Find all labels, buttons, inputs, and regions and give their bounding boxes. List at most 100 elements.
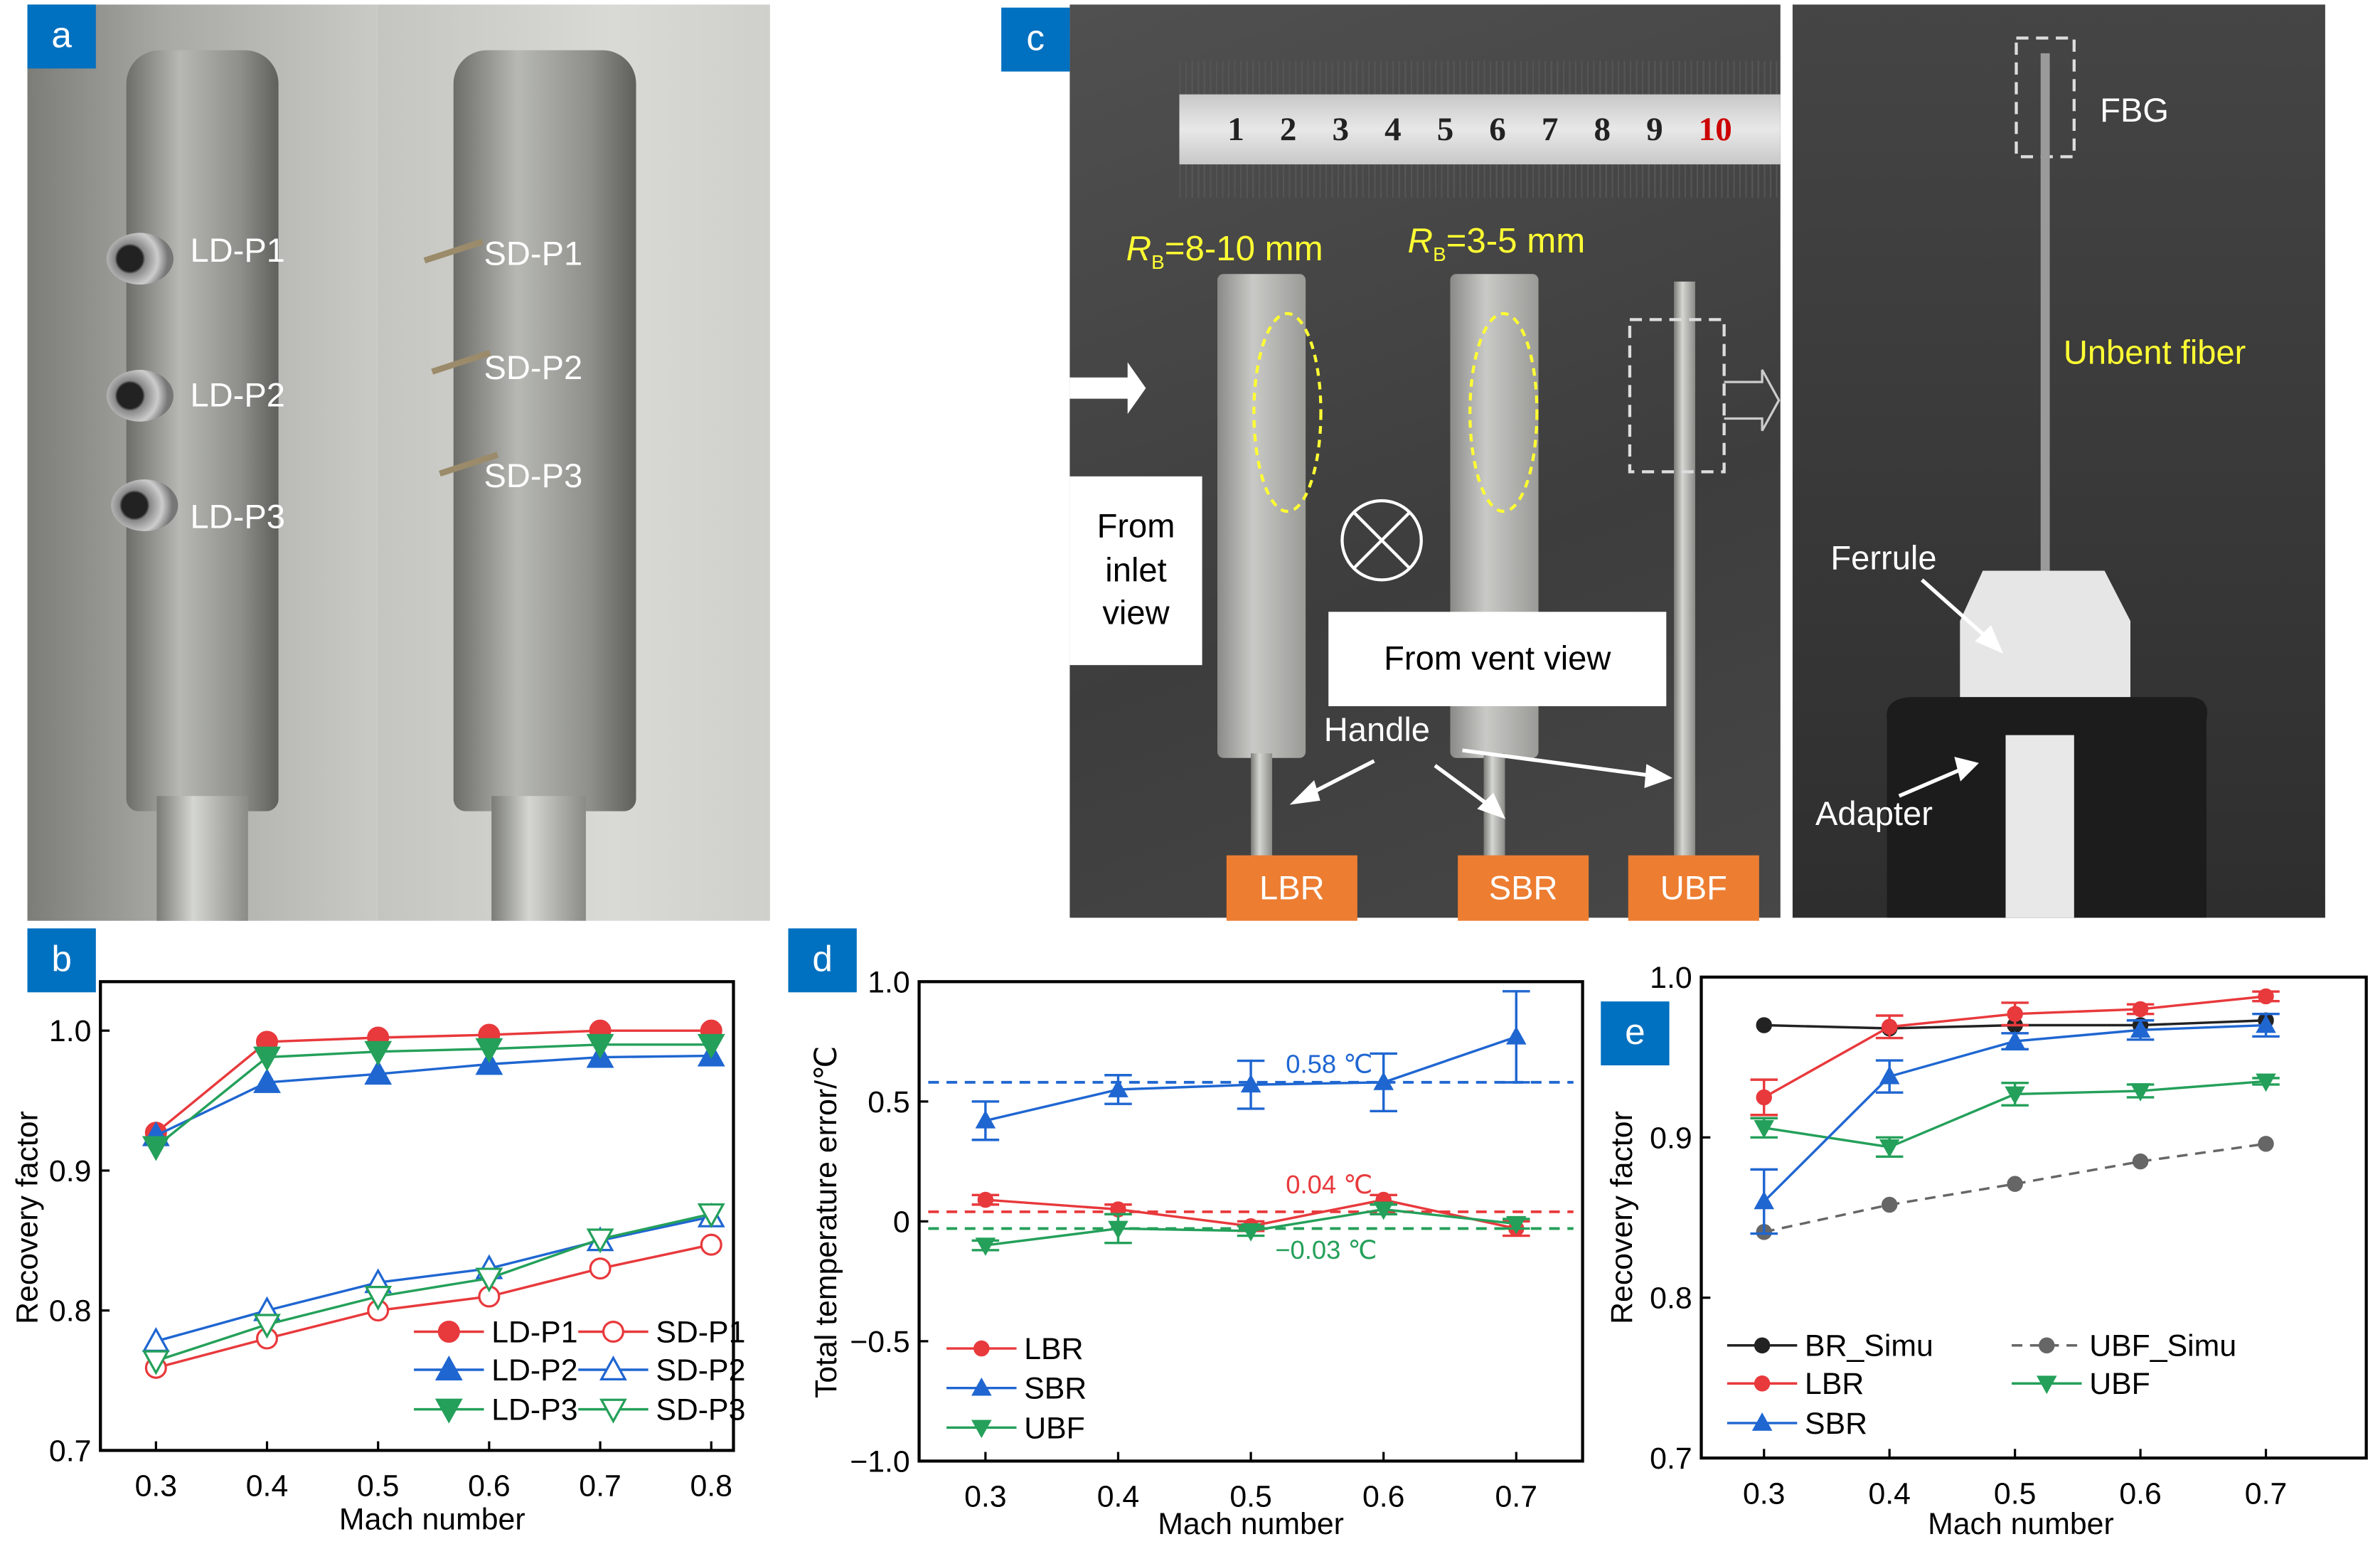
port-label: SD-P3 xyxy=(484,457,583,495)
ferrule-label: Ferrule xyxy=(1830,538,1937,577)
data-point xyxy=(1108,1220,1128,1240)
legend-marker xyxy=(2037,1375,2057,1395)
data-point xyxy=(586,1228,614,1254)
rb-value: =3-5 mm xyxy=(1446,220,1586,260)
ferrule xyxy=(1960,570,2131,720)
ruler-number: 2 xyxy=(1279,110,1297,148)
data-point xyxy=(977,1191,994,1208)
panel-label-b: b xyxy=(27,928,96,993)
y-tick-label: −1.0 xyxy=(850,1444,910,1479)
x-tick-label: 0.5 xyxy=(1229,1480,1272,1514)
port-label: LD-P1 xyxy=(190,231,285,270)
data-point xyxy=(1754,1191,1775,1210)
legend-label: SBR xyxy=(1024,1372,1087,1406)
data-point xyxy=(1373,1201,1394,1220)
rb-symbol: R xyxy=(1407,220,1434,260)
fiber xyxy=(2040,53,2050,571)
legend-label: SBR xyxy=(1805,1407,1867,1441)
series-line xyxy=(155,1029,712,1134)
panel-label-d: d xyxy=(788,928,857,993)
series-sd-p2 xyxy=(142,1202,725,1352)
legend-item: SD-P2 xyxy=(578,1353,745,1388)
legend-label: UBF_Simu xyxy=(2089,1329,2236,1363)
legend-marker xyxy=(434,1356,463,1380)
probe-body xyxy=(453,50,636,811)
legend-item: LD-P2 xyxy=(414,1353,578,1388)
fbg-region-outline xyxy=(1628,318,1726,474)
series-line xyxy=(155,1243,712,1369)
x-tick-label: 0.3 xyxy=(135,1469,178,1503)
data-point xyxy=(364,1286,393,1311)
fbg-label: FBG xyxy=(2100,91,2170,129)
legend-item: BR_Simu xyxy=(1727,1329,1933,1363)
probe-tag-ubf: UBF xyxy=(1628,855,1759,921)
legend-marker xyxy=(599,1356,627,1380)
x-tick-label: 0.6 xyxy=(2119,1476,2162,1511)
port-label: SD-P2 xyxy=(484,348,583,387)
data-point xyxy=(586,1033,614,1059)
x-axis-label: Mach number xyxy=(1928,1507,2114,1541)
data-point xyxy=(253,1314,281,1339)
data-point xyxy=(475,1267,503,1293)
from-vent-view-label: From vent view xyxy=(1328,612,1667,706)
ruler-number: 9 xyxy=(1646,110,1663,148)
y-tick-label: 1.0 xyxy=(49,1014,92,1048)
data-point xyxy=(2130,1083,2151,1102)
data-point xyxy=(2132,1001,2149,1018)
x-tick-label: 0.3 xyxy=(1743,1476,1786,1511)
series-line xyxy=(155,1043,712,1148)
legend-label: SD-P2 xyxy=(656,1353,745,1388)
series-line xyxy=(155,1213,712,1363)
series-ld-p1 xyxy=(144,1019,722,1144)
panel-label-c: c xyxy=(1001,7,1070,72)
y-tick-label: 0.7 xyxy=(49,1434,92,1468)
data-point xyxy=(364,1040,393,1066)
rb-value: =8-10 mm xyxy=(1164,228,1323,268)
x-tick-label: 0.3 xyxy=(964,1480,1007,1514)
photo-large-diameter-probe xyxy=(27,4,378,921)
plot-frame xyxy=(99,980,735,1452)
legend-marker xyxy=(434,1398,463,1424)
ruler-number: 5 xyxy=(1436,110,1454,148)
data-point xyxy=(1881,1018,1898,1035)
port-label: LD-P3 xyxy=(190,497,285,536)
series-ubf xyxy=(1750,1073,2280,1159)
chart-d: 0.3 0.4 0.5 0.6 0.7 −1.0 −0.5 0 0.5 1.0 Mach numbe… xyxy=(809,965,1584,1541)
data-point xyxy=(253,1046,281,1072)
rb-subscript: B xyxy=(1151,250,1165,274)
legend-label: LD-P1 xyxy=(491,1315,577,1349)
series-line xyxy=(1763,1142,2266,1233)
bend-region-outline xyxy=(1252,312,1323,513)
x-tick-label: 0.4 xyxy=(1097,1480,1140,1514)
ruler-number: 3 xyxy=(1332,110,1350,148)
probe-stem xyxy=(491,796,586,921)
legend-item: LD-P3 xyxy=(414,1393,578,1427)
port-label: LD-P2 xyxy=(190,376,285,415)
series-sd-p3 xyxy=(142,1203,725,1375)
mean-line-label: −0.03 ℃ xyxy=(1275,1235,1377,1265)
data-point xyxy=(2258,1136,2274,1152)
port-icon xyxy=(111,479,178,531)
data-point xyxy=(2132,1153,2149,1170)
series-ubf_simu xyxy=(1756,1136,2274,1240)
probe-body xyxy=(126,50,279,811)
series-sbr xyxy=(1750,1013,2280,1235)
ruler-number: 8 xyxy=(1594,110,1611,148)
photo-c-overlay xyxy=(1069,312,1781,819)
data-point xyxy=(2256,1014,2276,1033)
port-icon xyxy=(106,370,174,422)
data-point xyxy=(1108,1079,1128,1097)
panel-label-e: e xyxy=(1601,1001,1670,1066)
rb-small-label: RB=3-5 mm xyxy=(1408,220,1586,265)
bend-region-outline xyxy=(1468,312,1539,513)
legend-item: SBR xyxy=(1727,1407,1867,1441)
data-point xyxy=(2005,1086,2025,1105)
mean-line-label: 0.58 ℃ xyxy=(1286,1050,1372,1079)
fiber-drawing xyxy=(1887,36,2208,918)
data-point xyxy=(1240,1074,1261,1093)
data-point xyxy=(975,1109,996,1129)
handle-arrows xyxy=(1289,748,1673,819)
ruler-number: 10 xyxy=(1698,110,1732,148)
